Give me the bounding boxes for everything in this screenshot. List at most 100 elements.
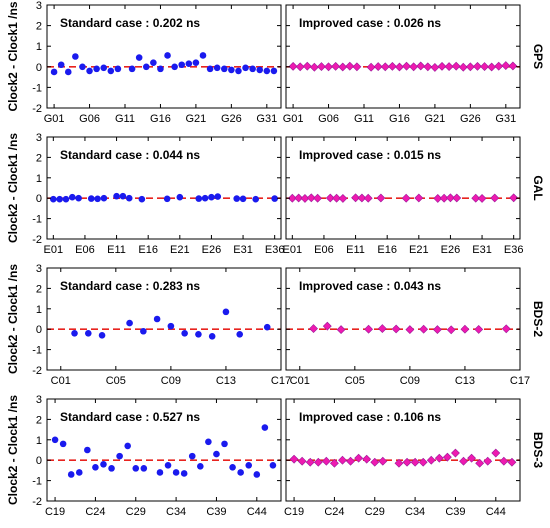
data-point (405, 325, 415, 335)
data-point (410, 457, 420, 467)
x-tick-label: E21 (170, 244, 190, 256)
improved-panel-bds-3: C19 C24 C29 C34 C39 C44 Improved case : 0.106 … (284, 398, 521, 518)
data-point (269, 462, 277, 469)
x-tick-label: C44 (486, 506, 506, 518)
data-point (346, 456, 355, 466)
data-point (87, 195, 95, 202)
data-point (128, 65, 136, 73)
data-point (114, 65, 122, 73)
data-point (171, 63, 178, 71)
x-tick-label: G31 (495, 113, 516, 125)
data-point (332, 193, 342, 203)
x-tick-label: C09 (161, 375, 181, 387)
data-point (490, 193, 500, 203)
y-axis-label: Clock2 - Clock1 /ns (6, 395, 20, 505)
data-point (235, 67, 242, 75)
x-tick-label: E06 (314, 244, 334, 256)
data-point (394, 458, 404, 468)
data-point (98, 332, 106, 339)
data-point (125, 194, 133, 202)
x-tick-label: E31 (472, 244, 492, 256)
data-point (100, 194, 108, 202)
data-point (79, 63, 86, 71)
data-point (444, 62, 454, 72)
data-point (263, 323, 271, 331)
data-point (336, 325, 346, 335)
data-point (325, 193, 335, 203)
data-point (387, 61, 397, 71)
data-point (157, 65, 164, 73)
x-tick-label: C34 (166, 506, 186, 518)
y-tick-label: 3 (36, 263, 42, 275)
plot-frame (46, 398, 282, 502)
data-point (395, 62, 404, 72)
data-point (309, 62, 319, 72)
data-point (338, 62, 348, 72)
data-point (84, 446, 91, 454)
data-point (373, 62, 383, 72)
data-point (100, 460, 107, 468)
data-point (201, 194, 209, 202)
y-tick-label: 3 (36, 0, 42, 12)
data-point (288, 61, 298, 71)
x-tick-label: E16 (377, 244, 397, 256)
data-point (100, 64, 108, 72)
data-point (477, 193, 487, 203)
system-label: GPS (531, 44, 545, 69)
x-tick-label: E16 (138, 244, 158, 256)
y-tick-label: -1 (32, 345, 42, 357)
data-point (446, 193, 455, 203)
data-point (376, 193, 386, 203)
data-point (192, 59, 200, 66)
y-tick-label: 2 (36, 283, 42, 295)
data-point (451, 61, 461, 71)
data-point (354, 453, 364, 463)
data-point (295, 62, 305, 72)
data-point (329, 458, 339, 468)
data-point (167, 322, 175, 330)
improved-panel-gps: G01 G06 G11 G16 G21 G26 G31 Improved case : 0.0… (283, 4, 521, 125)
data-point (509, 193, 519, 203)
data-point (313, 193, 323, 203)
y-axis-label: Clock2 - Clock1 /ns (6, 133, 20, 243)
system-label: BDS-3 (531, 432, 545, 468)
data-point (199, 52, 207, 59)
data-point (302, 61, 312, 71)
data-point (64, 68, 72, 76)
x-tick-label: G06 (318, 113, 339, 125)
x-tick-label: G16 (389, 113, 410, 125)
data-point (362, 454, 372, 464)
data-point (107, 67, 115, 75)
data-point (142, 63, 150, 71)
data-point (67, 471, 75, 478)
data-point (213, 64, 221, 72)
plot-frame (285, 136, 521, 240)
data-point (442, 452, 452, 462)
panel-annotation: Standard case : 0.202 ns (60, 16, 200, 30)
data-point (322, 321, 332, 331)
data-point (92, 464, 99, 471)
x-tick-label: E21 (409, 244, 429, 256)
panel-annotation: Improved case : 0.106 ns (299, 410, 441, 424)
data-point (378, 456, 388, 466)
data-point (150, 59, 157, 66)
x-tick-label: E31 (233, 244, 253, 256)
data-point (164, 462, 172, 469)
data-point (494, 61, 504, 71)
data-point (237, 469, 244, 476)
chart-row-gal: -2 -1 0 1 2 3 E01 E06 E11 E16 E21 E26 E31 E36 Standard… (6, 132, 545, 256)
x-tick-label: E11 (107, 244, 126, 256)
data-point (414, 193, 424, 203)
x-tick-label: E01 (283, 244, 303, 256)
data-point (467, 453, 477, 463)
panel-annotation: Improved case : 0.015 ns (299, 148, 441, 162)
data-point (363, 193, 373, 203)
x-tick-label: C01 (290, 375, 310, 387)
data-point (409, 62, 419, 72)
data-point (233, 195, 241, 202)
data-point (181, 329, 188, 337)
data-point (380, 62, 390, 72)
data-point (208, 193, 215, 201)
data-point (487, 62, 497, 72)
y-tick-label: 0 (36, 62, 42, 74)
